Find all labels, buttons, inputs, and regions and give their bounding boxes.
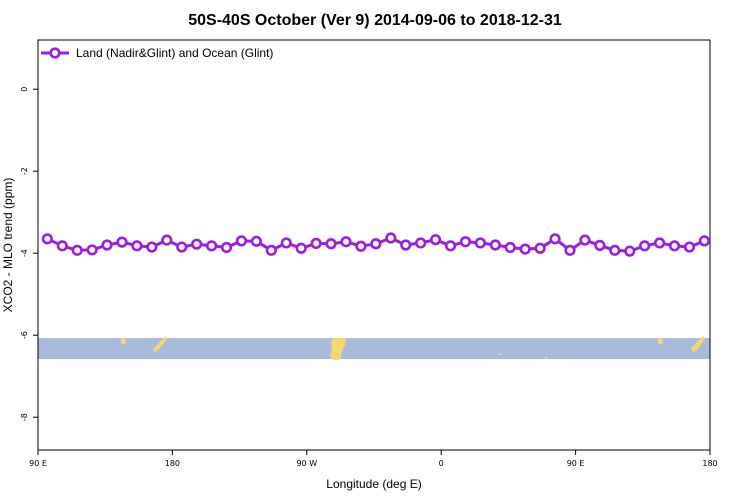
data-point [101,239,113,251]
y-tick-label: 0 [20,87,29,92]
data-point [504,241,516,254]
y-tick-label: -2 [20,167,29,175]
y-tick-label: -4 [20,249,29,257]
data-point [534,242,546,254]
data-point [653,237,666,249]
data-point [116,236,128,248]
land-patch-tasmania-repeat [658,338,663,345]
data-point [265,244,277,256]
data-point [86,244,98,256]
data-point [220,241,233,254]
land-patch-tasmania [121,338,126,345]
legend-marker [49,47,61,59]
land-patch-new-zealand-repeat [691,336,705,352]
data-point [639,240,651,252]
map-band [38,336,710,360]
data-point [370,238,382,250]
data-point [668,240,681,252]
data-point [624,245,636,257]
x-axis-title: Longitude (deg E) [326,477,421,491]
data-point [564,244,576,256]
y-axis-title: XCO2 - MLO trend (ppm) [1,178,15,313]
data-point [355,240,367,252]
data-point [295,242,307,254]
data-point [191,238,203,250]
data-point [683,241,696,253]
data-point [385,232,397,244]
data-point [146,241,158,253]
y-tick-label: -6 [20,331,29,339]
data-point [489,239,501,251]
data-point [594,239,606,252]
data-point [310,237,322,249]
land-patch-small-island-b [545,357,547,359]
data-point [609,244,621,256]
x-tick-label: 180 [702,459,717,468]
data-point [400,239,412,251]
land-patch-patagonia [330,338,346,360]
data-point [579,234,591,246]
data-point [415,237,427,249]
data-point [549,233,561,245]
land-patch-new-zealand-south [153,336,167,352]
y-axis: 0 -2 -4 -6 -8 [20,87,38,421]
x-axis: 90 E 180 90 W 0 90 E 180 [29,450,718,468]
data-point [474,237,487,249]
data-point [340,236,352,248]
data-point [235,235,248,247]
land-patch-small-island-a [499,353,501,355]
data-point [280,237,292,249]
land-patches [121,336,705,360]
data-point [131,240,143,252]
series-layer [41,232,711,257]
x-tick-label: 90 E [567,459,585,468]
data-point [71,244,83,256]
chart-title: 50S-40S October (Ver 9) 2014-09-06 to 20… [188,12,562,29]
data-point [325,238,337,250]
y-tick-label: -8 [20,413,29,421]
data-point [206,240,218,252]
data-point [161,234,173,246]
legend-label: Land (Nadir&Glint) and Ocean (Glint) [76,46,273,60]
data-point [176,241,188,253]
data-point [430,234,442,246]
ocean-band [38,338,710,359]
data-point [56,240,68,252]
data-point [444,240,457,252]
data-point [459,236,472,248]
x-tick-label: 0 [439,459,444,468]
x-tick-label: 180 [165,459,180,468]
data-point [698,235,711,247]
legend: Land (Nadir&Glint) and Ocean (Glint) [41,46,273,60]
x-tick-label: 90 E [29,459,47,468]
x-tick-label: 90 W [296,459,317,468]
data-point [250,235,262,247]
data-point [519,243,531,255]
data-point [41,233,53,245]
plot-frame [37,39,711,451]
